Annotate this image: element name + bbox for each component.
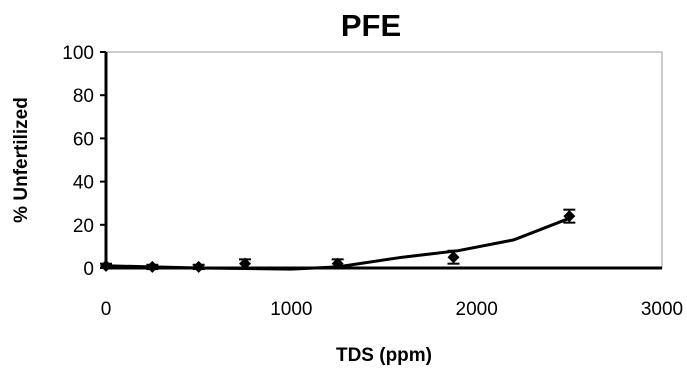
y-tick-label: 80 bbox=[73, 86, 94, 107]
x-tick-label: 0 bbox=[101, 299, 112, 320]
data-point-marker bbox=[447, 251, 460, 264]
y-tick-label: 60 bbox=[73, 129, 94, 150]
y-tick-label: 40 bbox=[73, 173, 94, 194]
data-point-marker bbox=[100, 259, 112, 272]
x-tick-label: 3000 bbox=[641, 299, 683, 320]
x-tick-label: 1000 bbox=[270, 299, 312, 320]
y-tick-label: 20 bbox=[73, 216, 94, 237]
plot-area-frame bbox=[105, 51, 663, 269]
marker-layer bbox=[100, 210, 576, 273]
y-tick-label: 0 bbox=[83, 259, 94, 280]
x-tick-label: 2000 bbox=[456, 299, 498, 320]
y-axis-ticks: 0 20 40 60 80 100 bbox=[62, 43, 106, 280]
data-point-marker bbox=[146, 260, 159, 273]
data-point-marker bbox=[192, 260, 205, 273]
y-tick-label: 100 bbox=[62, 43, 94, 64]
trendline bbox=[105, 216, 570, 271]
chart-title: PFE bbox=[341, 8, 401, 43]
x-axis-label: TDS (ppm) bbox=[336, 345, 432, 366]
data-point-marker bbox=[239, 257, 251, 270]
y-axis-label: % Unfertilized bbox=[11, 97, 32, 223]
trendline-layer bbox=[105, 216, 570, 271]
data-point-marker bbox=[331, 257, 344, 270]
data-point-marker bbox=[563, 210, 576, 223]
x-axis-ticks: 0 1000 2000 3000 bbox=[101, 299, 683, 320]
